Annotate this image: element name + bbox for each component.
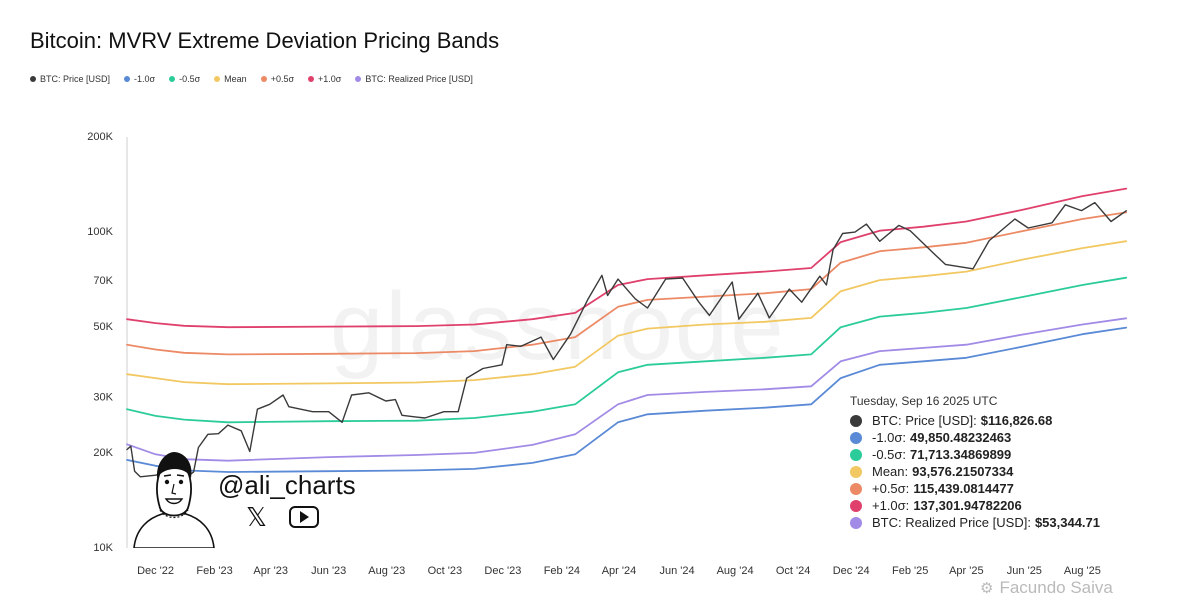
tooltip-value: 115,439.0814477 [913, 481, 1014, 496]
chart-axes: 10K 20K 30K 50K 70K 100K 200K Dec '22 Feb '23 Apr… [87, 131, 1101, 577]
tooltip-dot [850, 516, 862, 529]
y-tick-label: 200K [87, 131, 113, 143]
legend-label: Mean [224, 74, 247, 84]
avatar-caricature [133, 452, 215, 548]
series-line-6 [126, 317, 1128, 462]
legend-label: -1.0σ [134, 74, 156, 84]
series-line-0 [126, 201, 1127, 480]
tooltip-dot [850, 482, 862, 495]
tooltip-row: +1.0σ: 137,301.94782206 [850, 497, 1100, 514]
x-tick-label: Dec '22 [137, 565, 174, 577]
legend-dot [355, 76, 362, 82]
legend-item-6[interactable]: BTC: Realized Price [USD] [355, 74, 473, 84]
tooltip-label: BTC: Realized Price [USD]: [872, 515, 1031, 530]
tooltip-dot [850, 499, 862, 512]
tooltip-label: BTC: Price [USD]: [872, 413, 977, 428]
legend-label: BTC: Price [USD] [40, 74, 111, 84]
tooltip-value: $116,826.68 [980, 413, 1053, 428]
tooltip-label: -1.0σ: [872, 430, 907, 445]
legend-label: BTC: Realized Price [USD] [365, 74, 473, 84]
y-tick-label: 50K [93, 321, 113, 333]
y-tick-label: 20K [93, 447, 113, 459]
chart-series [126, 187, 1128, 480]
series-line-4 [126, 211, 1128, 356]
tooltip-row: BTC: Realized Price [USD]: $53,344.71 [850, 514, 1100, 531]
tooltip-label: +1.0σ: [872, 498, 910, 513]
legend-item-4[interactable]: +0.5σ [260, 74, 295, 84]
tooltip-dot [850, 465, 862, 478]
tooltip-dot [850, 414, 862, 427]
credit-text: Facundo Saiva [999, 578, 1113, 597]
tooltip-value: 71,713.34869899 [910, 447, 1012, 462]
legend-dot [169, 76, 176, 82]
tooltip-value: $53,344.71 [1034, 515, 1101, 530]
tooltip-label: Mean: [872, 464, 909, 479]
tooltip-value: 137,301.94782206 [913, 498, 1022, 513]
legend-label: +1.0σ [318, 74, 342, 84]
chart-title: Bitcoin: MVRV Extreme Deviation Pricing … [30, 28, 500, 53]
x-tick-label: Dec '24 [833, 565, 870, 577]
y-tick-label: 70K [93, 275, 113, 287]
tooltip-label: -0.5σ: [872, 447, 907, 462]
legend-item-1[interactable]: -1.0σ [124, 74, 155, 84]
y-tick-label: 100K [87, 226, 113, 238]
x-tick-label: Oct '24 [776, 565, 811, 577]
data-tooltip: Tuesday, Sep 16 2025 UTC BTC: Price [USD… [850, 394, 1100, 531]
tooltip-row: Mean: 93,576.21507334 [850, 463, 1100, 480]
x-tick-label: Oct '23 [428, 565, 463, 577]
legend-dot [260, 76, 267, 82]
x-tick-label: Apr '23 [253, 565, 288, 577]
x-tick-label: Feb '24 [544, 565, 580, 577]
tooltip-date: Tuesday, Sep 16 2025 UTC [850, 394, 998, 408]
series-line-2 [126, 276, 1128, 424]
x-tick-label: Aug '23 [368, 565, 405, 577]
x-tick-label: Aug '25 [1064, 565, 1101, 577]
legend-dot [124, 76, 131, 82]
tooltip-value: 49,850.48232463 [910, 430, 1012, 445]
legend-dot [30, 76, 36, 82]
series-line-1 [126, 326, 1128, 473]
x-tick-label: Feb '25 [892, 565, 928, 577]
tooltip-value: 93,576.21507334 [912, 464, 1014, 479]
tooltip-dot [850, 448, 862, 461]
tooltip-dot [850, 431, 862, 444]
author-handle: @ali_charts [218, 470, 356, 500]
x-tick-label: Feb '23 [196, 565, 232, 577]
legend-item-0[interactable]: BTC: Price [USD] [30, 74, 110, 84]
legend-item-5[interactable]: +1.0σ [308, 74, 341, 84]
legend-label: -0.5σ [179, 74, 201, 84]
social-icons: 𝕏 [246, 504, 319, 530]
x-tick-label: Dec '23 [484, 565, 521, 577]
legend-label: +0.5σ [270, 74, 295, 84]
x-tick-label: Apr '25 [949, 565, 984, 577]
x-tick-label: Aug '24 [717, 565, 754, 577]
x-tick-label: Jun '24 [659, 565, 694, 577]
x-logo-icon[interactable]: 𝕏 [246, 502, 267, 532]
x-tick-label: Jun '25 [1007, 565, 1042, 577]
x-tick-label: Apr '24 [602, 565, 637, 577]
y-tick-label: 30K [93, 391, 113, 403]
series-line-5 [126, 187, 1128, 329]
x-tick-label: Jun '23 [311, 565, 346, 577]
tooltip-row: +0.5σ: 115,439.0814477 [850, 480, 1100, 497]
legend-item-2[interactable]: -0.5σ [169, 74, 200, 84]
tooltip-row: -1.0σ: 49,850.48232463 [850, 429, 1100, 446]
tooltip-row: -0.5σ: 71,713.34869899 [850, 446, 1100, 463]
sparkle-icon: ⚙ [980, 580, 994, 597]
tooltip-row: BTC: Price [USD]: $116,826.68 [850, 412, 1100, 429]
youtube-icon[interactable] [288, 506, 319, 528]
series-line-3 [126, 240, 1128, 386]
tooltip-label: +0.5σ: [872, 481, 910, 496]
legend-dot [308, 76, 315, 82]
credit-watermark: ⚙ Facundo Saiva [980, 578, 1113, 598]
legend-item-3[interactable]: Mean [214, 74, 247, 84]
y-tick-label: 10K [93, 542, 113, 554]
chart-legend: BTC: Price [USD] -1.0σ -0.5σ Mean +0.5σ +1.0σ… [30, 74, 473, 84]
legend-dot [214, 76, 221, 82]
